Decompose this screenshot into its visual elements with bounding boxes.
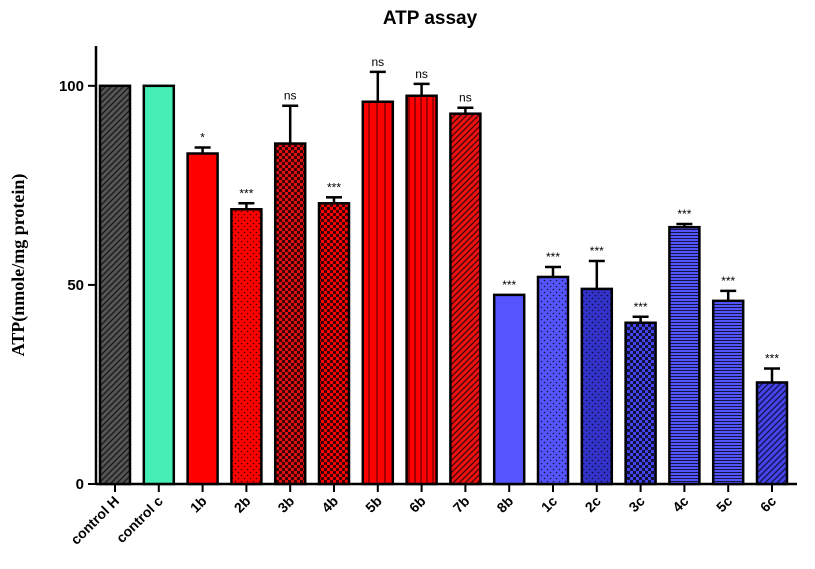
x-tick-label: control H bbox=[67, 493, 122, 548]
significance-label: *** bbox=[765, 352, 779, 366]
bar-1c bbox=[536, 275, 570, 486]
y-tick-label: 0 bbox=[76, 476, 84, 493]
x-tick-label: 1c bbox=[538, 493, 560, 515]
significance-label: ns bbox=[415, 67, 428, 81]
x-tick-label: 1b bbox=[187, 493, 210, 516]
x-tick-label: 4b bbox=[318, 493, 341, 516]
significance-label: *** bbox=[239, 186, 253, 200]
bar-3c bbox=[624, 321, 657, 486]
bar-6c bbox=[755, 381, 789, 486]
bar-3b bbox=[273, 142, 307, 486]
y-tick-label: 100 bbox=[59, 78, 84, 95]
bar-control-H bbox=[98, 84, 132, 486]
bar-4b bbox=[317, 202, 351, 486]
bar-2c bbox=[580, 287, 614, 486]
x-tick-label: 8b bbox=[493, 493, 516, 516]
significance-label: *** bbox=[721, 274, 735, 288]
significance-label: *** bbox=[677, 207, 691, 221]
significance-label: *** bbox=[634, 300, 648, 314]
x-tick-label: 2c bbox=[582, 493, 604, 515]
x-tick-label: 3c bbox=[625, 493, 647, 515]
bar-1b bbox=[186, 152, 219, 486]
significance-label: ns bbox=[371, 55, 384, 69]
x-tick-label: 5b bbox=[362, 493, 385, 516]
significance-label: *** bbox=[502, 278, 516, 292]
x-tick-label: 5c bbox=[713, 493, 735, 515]
chart-title: ATP assay bbox=[383, 8, 478, 29]
significance-label: ns bbox=[459, 91, 472, 105]
x-tick-label: 7b bbox=[450, 493, 473, 516]
significance-label: ns bbox=[284, 89, 297, 103]
bar-4c bbox=[668, 225, 701, 486]
significance-label: * bbox=[200, 131, 205, 145]
bar-5b bbox=[361, 100, 395, 486]
x-tick-label: control c bbox=[113, 493, 166, 546]
x-tick-label: 2b bbox=[231, 493, 254, 516]
bar-2b bbox=[230, 208, 263, 486]
significance-label: *** bbox=[327, 180, 341, 194]
bar-5c bbox=[711, 299, 745, 486]
y-tick-label: 50 bbox=[67, 277, 84, 294]
bar-8b bbox=[492, 293, 526, 486]
x-tick-label: 4c bbox=[669, 493, 691, 515]
bar-7b bbox=[449, 112, 482, 486]
bars bbox=[98, 70, 789, 486]
x-tick-label: 6b bbox=[406, 493, 429, 516]
x-tick-label: 6c bbox=[757, 493, 779, 515]
significance-label: *** bbox=[590, 244, 604, 258]
x-tick-label: 3b bbox=[274, 493, 297, 516]
significance-label: *** bbox=[546, 250, 560, 264]
y-axis-label: ATP(nmole/mg protein) bbox=[8, 174, 29, 357]
bar-6b bbox=[405, 94, 438, 486]
bar-control-c bbox=[142, 84, 176, 486]
